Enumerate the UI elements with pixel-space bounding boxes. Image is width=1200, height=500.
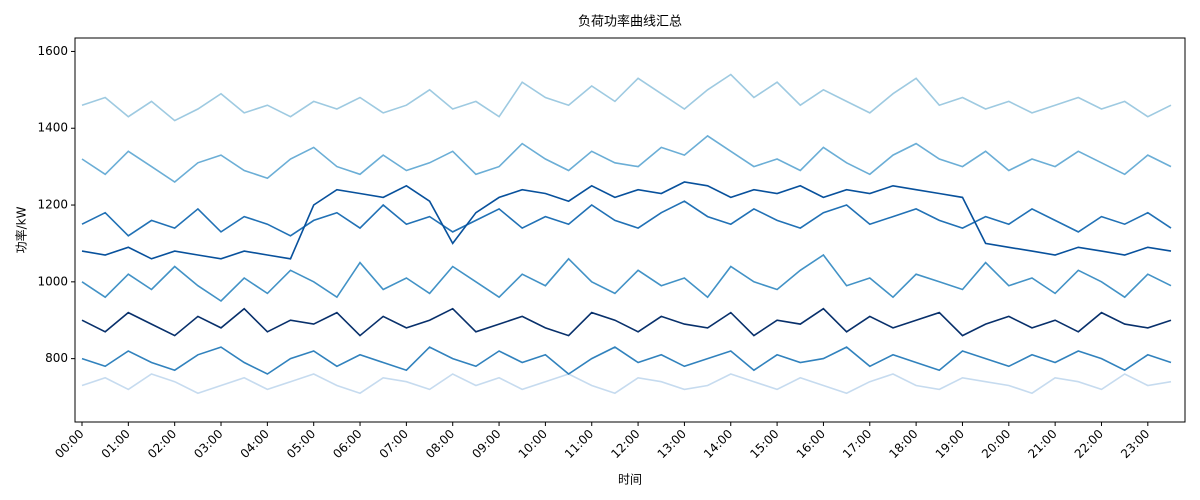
x-tick-label: 07:00 — [377, 427, 411, 461]
x-tick-label: 18:00 — [886, 427, 920, 461]
x-tick-label: 08:00 — [423, 427, 457, 461]
x-tick-label: 19:00 — [933, 427, 967, 461]
series-line — [81, 134, 1172, 183]
x-tick-label: 01:00 — [99, 427, 133, 461]
series-line — [81, 253, 1172, 303]
x-tick-label: 16:00 — [794, 427, 828, 461]
series-line — [81, 200, 1172, 237]
series-line — [81, 307, 1172, 337]
series-line — [81, 181, 1172, 260]
x-tick-label: 00:00 — [52, 427, 86, 461]
x-tick-label: 13:00 — [655, 427, 689, 461]
y-tick-label: 1200 — [37, 198, 68, 212]
x-tick-label: 05:00 — [284, 427, 318, 461]
plot-frame — [74, 37, 1186, 423]
x-tick-label: 09:00 — [469, 427, 503, 461]
x-tick-label: 17:00 — [840, 427, 874, 461]
x-tick-label: 06:00 — [330, 427, 364, 461]
y-tick-label: 1600 — [37, 44, 68, 58]
y-tick-label: 1000 — [37, 274, 68, 288]
x-tick-label: 03:00 — [191, 427, 225, 461]
y-axis-label: 功率/kW — [14, 206, 29, 253]
x-tick-label: 23:00 — [1118, 427, 1152, 461]
x-tick-label: 02:00 — [145, 427, 179, 461]
y-tick-label: 800 — [45, 351, 68, 365]
x-tick-label: 11:00 — [562, 427, 596, 461]
x-tick-label: 10:00 — [516, 427, 550, 461]
x-tick-label: 04:00 — [238, 427, 272, 461]
series-line — [81, 73, 1172, 122]
series-line — [81, 346, 1172, 375]
x-tick-label: 14:00 — [701, 427, 735, 461]
x-tick-label: 22:00 — [1072, 427, 1106, 461]
x-axis-label: 时间 — [618, 473, 642, 487]
series-line — [81, 373, 1172, 395]
y-tick-label: 1400 — [37, 121, 68, 135]
x-tick-label: 12:00 — [608, 427, 642, 461]
x-tick-label: 15:00 — [747, 427, 781, 461]
chart-title: 负荷功率曲线汇总 — [578, 14, 682, 30]
x-tick-label: 20:00 — [979, 427, 1013, 461]
x-tick-label: 21:00 — [1025, 427, 1059, 461]
